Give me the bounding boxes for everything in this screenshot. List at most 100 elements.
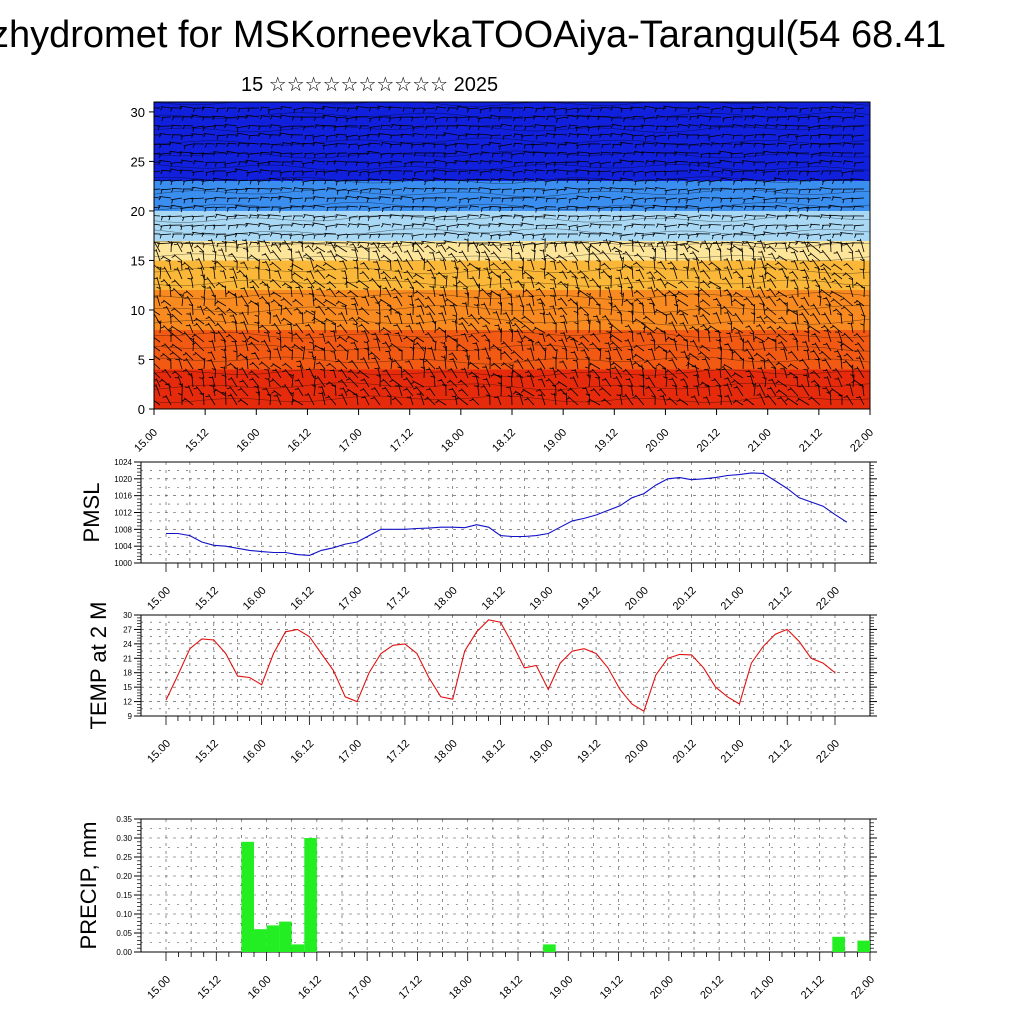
wind-barb (251, 279, 260, 289)
wind-barb (719, 368, 722, 379)
wind-barb-flag (661, 248, 666, 250)
wind-barb-flag (511, 207, 514, 212)
wind-barb-flag (753, 215, 756, 220)
wind-barb-flag (490, 263, 495, 266)
wind-barb (171, 350, 183, 361)
wind-barb-flag (193, 324, 198, 326)
wind-barb-flag (523, 169, 527, 174)
wind-barb-flag (808, 127, 810, 132)
wind-barb-flag (413, 274, 417, 278)
wind-barb-flag (699, 243, 702, 248)
wind-barb-flag (808, 397, 813, 400)
wind-barb-flag (568, 199, 571, 204)
wind-barb-flag (258, 362, 263, 366)
wind-barb-flag (291, 178, 295, 183)
wind-barb (609, 368, 612, 379)
wind-barb-flag (437, 379, 442, 382)
wind-barb (212, 384, 216, 397)
wind-barb (784, 124, 799, 127)
wind-barb-flag (748, 357, 753, 360)
wind-barb-flag (271, 243, 276, 246)
wind-barb (822, 179, 832, 182)
wind-barb-flag (209, 385, 214, 387)
wind-barb-flag (616, 394, 621, 396)
wind-barb (746, 348, 755, 361)
wind-barb (685, 205, 700, 208)
wind-barb (537, 281, 546, 289)
wind-barb (656, 115, 667, 118)
wind-barb (503, 260, 513, 271)
wind-barb-flag (576, 151, 580, 156)
wind-barb-flag (624, 226, 626, 231)
wind-barb-flag (446, 226, 449, 231)
wind-barb-flag (171, 280, 176, 283)
wind-barb (351, 359, 359, 370)
wind-barb (552, 366, 557, 379)
wind-barb-flag (666, 199, 668, 204)
wind-barb-flag (478, 118, 480, 123)
wind-barb (824, 312, 832, 325)
wind-barb-flag (613, 377, 618, 379)
wind-barb (726, 265, 733, 280)
wind-barb (575, 224, 590, 228)
wind-barb (246, 247, 249, 262)
wind-barb-flag (559, 271, 564, 273)
wind-barb-flag (201, 357, 205, 360)
wind-barb (160, 169, 172, 172)
wind-barb (589, 242, 601, 245)
wind-barb (411, 295, 414, 307)
wind-barb (852, 278, 854, 289)
wind-barb (729, 197, 744, 199)
wind-barb-flag (513, 189, 516, 194)
wind-barb (377, 242, 392, 245)
wind-barb-flag (376, 284, 381, 288)
wind-barb (638, 268, 645, 280)
wind-barb (533, 242, 536, 253)
wind-barb-flag (356, 371, 361, 374)
wind-barb-flag (191, 243, 194, 248)
wind-barb-flag (818, 134, 821, 139)
wind-barb-flag (414, 298, 419, 301)
wind-barb (226, 150, 238, 154)
wind-barb (204, 197, 216, 200)
wind-barb-flag (335, 291, 340, 295)
wind-barb (362, 261, 370, 271)
wind-barb-flag (524, 371, 529, 374)
wind-barb-flag (754, 169, 758, 174)
wind-barb-flag (392, 252, 397, 254)
wind-barb (210, 351, 216, 361)
wind-barb-flag (560, 322, 565, 324)
wind-barb-flag (160, 353, 165, 357)
wind-barb-flag (683, 266, 688, 269)
wind-barb (777, 333, 788, 343)
wind-barb-flag (692, 258, 697, 260)
wind-barb-flag (221, 285, 226, 288)
wind-barb-flag (609, 342, 614, 345)
wind-barb-flag (407, 295, 412, 298)
wind-barb-flag (610, 207, 613, 212)
wind-barb-flag (204, 225, 207, 230)
wind-barb (422, 107, 436, 110)
wind-barb-flag (573, 310, 578, 313)
wind-barb-flag (546, 170, 549, 175)
wind-barb (752, 195, 766, 199)
wind-barb (182, 179, 194, 182)
wind-barb-flag (194, 245, 199, 249)
wind-barb-flag (291, 160, 294, 165)
wind-barb (315, 170, 326, 173)
wind-barb-flag (389, 118, 391, 123)
wind-barb-flag (762, 151, 766, 156)
wind-barb-flag (336, 344, 341, 348)
wind-barb-flag (785, 226, 787, 231)
wind-barb (631, 134, 645, 137)
wind-barb (285, 306, 293, 316)
wind-barb-flag (281, 385, 286, 387)
wind-barb (488, 339, 491, 352)
wind-barb-flag (730, 153, 733, 158)
wind-barb (786, 276, 789, 289)
wind-barb-flag (354, 348, 359, 351)
wind-barb-flag (324, 241, 328, 246)
wind-barb (553, 107, 568, 111)
wind-barb-flag (673, 248, 678, 251)
wind-barb (830, 290, 843, 298)
